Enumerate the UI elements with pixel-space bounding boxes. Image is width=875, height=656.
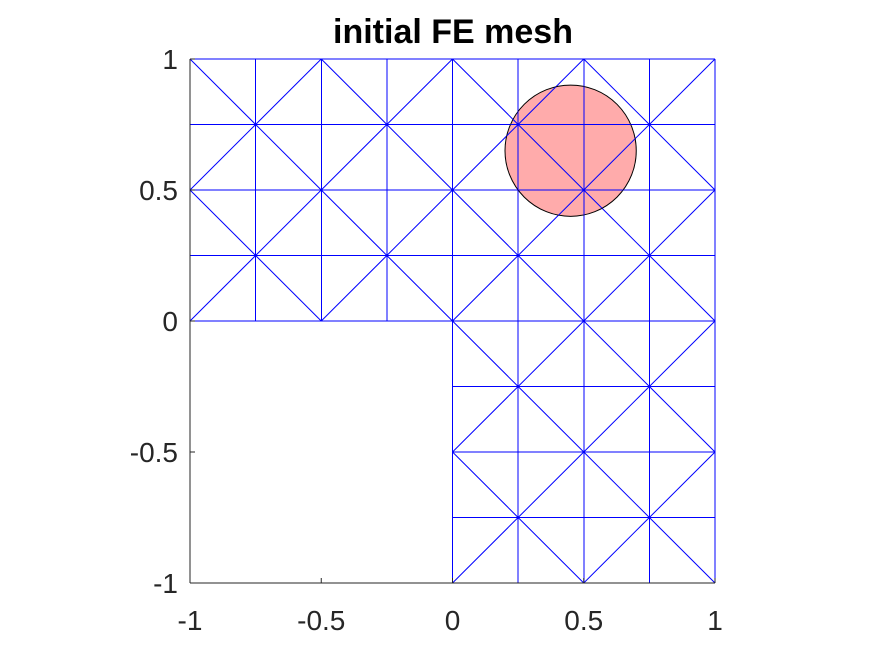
y-tick-label: -1 <box>153 568 178 599</box>
circle-obstacle <box>504 84 637 217</box>
y-axis-ticks: -1 -0.5 0 0.5 1 <box>130 44 195 599</box>
fe-mesh <box>189 58 716 584</box>
mesh-diagonal <box>255 189 322 256</box>
x-axis-ticks: -1 -0.5 0 0.5 1 <box>178 578 723 636</box>
mesh-diagonal <box>189 124 256 191</box>
mesh-diagonal <box>583 58 650 125</box>
mesh-diagonal <box>505 124 519 191</box>
mesh-diagonal <box>517 124 585 191</box>
mesh-diagonal <box>320 189 388 256</box>
mesh-diagonal <box>189 255 256 322</box>
mesh-diagonal <box>386 255 453 322</box>
mesh-diagonal <box>649 320 716 387</box>
y-tick-label: 0 <box>162 306 178 337</box>
mesh-diagonal <box>189 189 256 256</box>
mesh-diagonal <box>255 255 322 322</box>
mesh-diagonal <box>649 189 716 256</box>
mesh-diagonal <box>583 517 650 584</box>
mesh-diagonal <box>583 386 650 453</box>
y-tick-label: 0.5 <box>139 175 178 206</box>
plot-area <box>189 58 716 584</box>
mesh-diagonal <box>649 386 716 453</box>
mesh-diagonal <box>583 451 650 518</box>
mesh-diagonal <box>517 320 585 387</box>
mesh-diagonal <box>649 124 716 191</box>
mesh-diagonal <box>649 451 716 518</box>
mesh-diagonal <box>386 58 453 125</box>
mesh-diagonal <box>517 189 585 217</box>
mesh-diagonal <box>386 124 453 191</box>
mesh-diagonal <box>189 58 256 125</box>
mesh-diagonal <box>517 517 585 584</box>
x-tick-label: -0.5 <box>297 605 345 636</box>
mesh-diagonal <box>320 255 388 322</box>
x-tick-label: 1 <box>707 605 723 636</box>
y-tick-label: 1 <box>162 44 178 75</box>
mesh-diagonal <box>452 255 519 322</box>
mesh-diagonal <box>649 58 716 125</box>
mesh-diagonal <box>517 451 585 518</box>
mesh-diagonal <box>583 124 637 191</box>
mesh-diagonal <box>320 58 388 125</box>
mesh-diagonal <box>255 124 322 191</box>
y-tick-label: -0.5 <box>130 437 178 468</box>
mesh-diagonal <box>452 320 519 387</box>
mesh-diagonal <box>452 189 519 256</box>
mesh-diagonal <box>386 189 453 256</box>
mesh-diagonal <box>255 58 322 125</box>
x-tick-label: 0 <box>445 605 461 636</box>
mesh-diagonal <box>517 386 585 453</box>
mesh-diagonal <box>583 320 650 387</box>
mesh-diagonal <box>452 386 519 453</box>
mesh-diagonal <box>517 255 585 322</box>
x-tick-label: -1 <box>178 605 203 636</box>
mesh-diagonal <box>649 517 716 584</box>
mesh-diagonal <box>452 58 519 125</box>
mesh-diagonal <box>320 124 388 191</box>
mesh-diagonal <box>452 451 519 518</box>
chart-title: initial FE mesh <box>333 13 573 51</box>
mesh-diagonal <box>583 255 650 322</box>
mesh-diagonal <box>452 517 519 584</box>
x-tick-label: 0.5 <box>564 605 603 636</box>
mesh-diagonal <box>583 189 637 217</box>
mesh-diagonal <box>649 255 716 322</box>
mesh-diagonal <box>517 85 585 125</box>
